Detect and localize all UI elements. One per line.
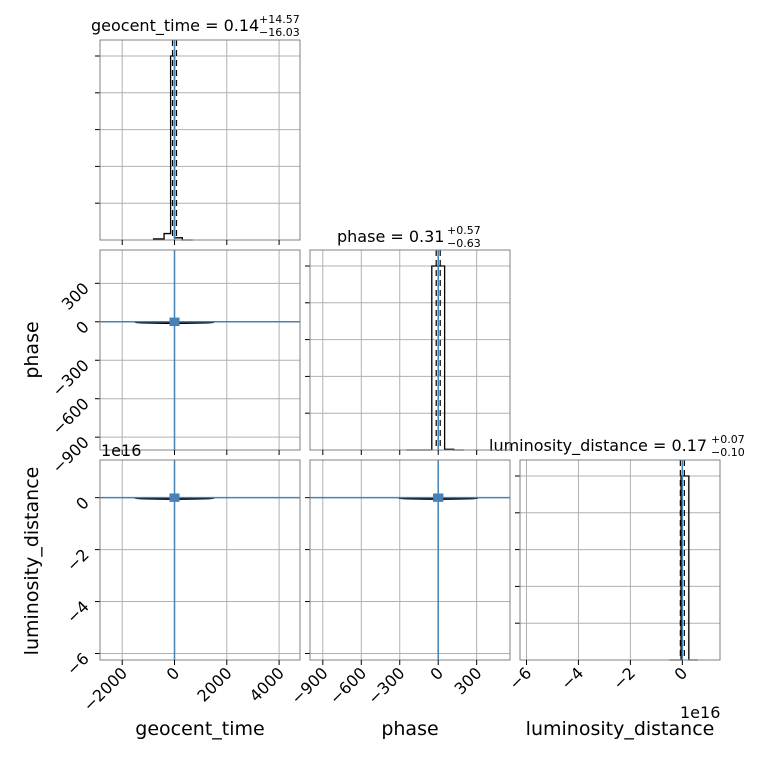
panel-phase	[305, 249, 511, 455]
title-phase-minus: −0.63	[447, 237, 481, 250]
frame	[99, 39, 301, 241]
xtick-label: −6	[505, 663, 535, 693]
xlabel-geocent-time: geocent_time	[135, 718, 264, 740]
title-geocent-time-plus: +14.57	[259, 13, 300, 26]
ytick-label: 0	[72, 493, 93, 514]
truth-marker	[169, 493, 180, 502]
offset-text-x: 1e16	[680, 703, 720, 722]
grid	[520, 460, 720, 660]
panel-geocent_time	[95, 39, 301, 245]
ytick-label: −900	[48, 433, 93, 478]
ytick-label: 300	[58, 279, 93, 314]
title-phase: phase = 0.31 +0.57 −0.63	[337, 224, 481, 250]
panel-luminosity_distance: −6 −4 −2 0	[505, 459, 721, 694]
title-phase-plus: +0.57	[447, 224, 481, 237]
xtick-label: −600	[326, 663, 371, 708]
panel-geocent_time-vs-phase: −900−600−300 0 300	[48, 249, 301, 478]
xlabel-phase: phase	[381, 718, 438, 740]
frame	[519, 459, 721, 661]
grid	[100, 40, 300, 240]
offset-text-y: 1e16	[101, 441, 141, 460]
panel-phase-vs-luminosity_distance: −900−600−300 0 300	[287, 459, 511, 708]
xtick-label: −2	[609, 663, 639, 693]
frame	[99, 459, 301, 661]
xtick-label: 4000	[246, 663, 288, 705]
xtick-label: −300	[364, 663, 409, 708]
grid	[310, 460, 510, 660]
grid	[310, 250, 510, 450]
xtick-label: 300	[450, 663, 485, 698]
title-geocent-time-text: geocent_time = 0.14	[91, 16, 259, 36]
panel-geocent_time-vs-luminosity_distance: −6 −4 −2 0 −2000 0 2000 4000	[63, 459, 301, 715]
title-geocent-time: geocent_time = 0.14 +14.57 −16.03	[91, 13, 300, 39]
title-luminosity-distance-plus: +0.07	[711, 433, 745, 446]
grid	[100, 250, 300, 450]
title-geocent-time-minus: −16.03	[259, 26, 300, 39]
xtick-label: 0	[163, 663, 184, 684]
histogram-geocent_time	[152, 55, 193, 241]
frame	[309, 249, 511, 451]
truth-marker	[169, 317, 180, 326]
frame	[99, 249, 301, 451]
ytick-label: −6	[63, 649, 93, 679]
truth-marker	[433, 493, 444, 502]
title-luminosity-distance: luminosity_distance = 0.17 +0.07 −0.10	[489, 433, 745, 459]
xtick-label: 0	[426, 663, 447, 684]
xtick-label: −2000	[79, 663, 131, 715]
histogram-luminosity_distance	[669, 475, 698, 661]
xtick-label: −4	[557, 663, 587, 693]
ytick-label: −600	[48, 394, 93, 439]
ytick-label: 0	[72, 317, 93, 338]
ytick-label: −4	[63, 597, 93, 627]
ytick-label: −2	[63, 545, 93, 575]
title-luminosity-distance-minus: −0.10	[711, 446, 745, 459]
ytick-label: −300	[48, 356, 93, 401]
xtick-label: 0	[671, 663, 692, 684]
histogram-phase	[406, 265, 464, 451]
title-phase-text: phase = 0.31	[337, 227, 444, 246]
ylabel-phase: phase	[21, 321, 43, 378]
xlabel-luminosity-distance: luminosity_distance	[526, 718, 715, 740]
ylabel-luminosity-distance: luminosity_distance	[21, 467, 43, 656]
frame	[309, 459, 511, 661]
xtick-label: 2000	[193, 663, 235, 705]
title-luminosity-distance-text: luminosity_distance = 0.17	[489, 436, 707, 456]
grid	[100, 460, 300, 660]
xtick-label: −900	[287, 663, 332, 708]
